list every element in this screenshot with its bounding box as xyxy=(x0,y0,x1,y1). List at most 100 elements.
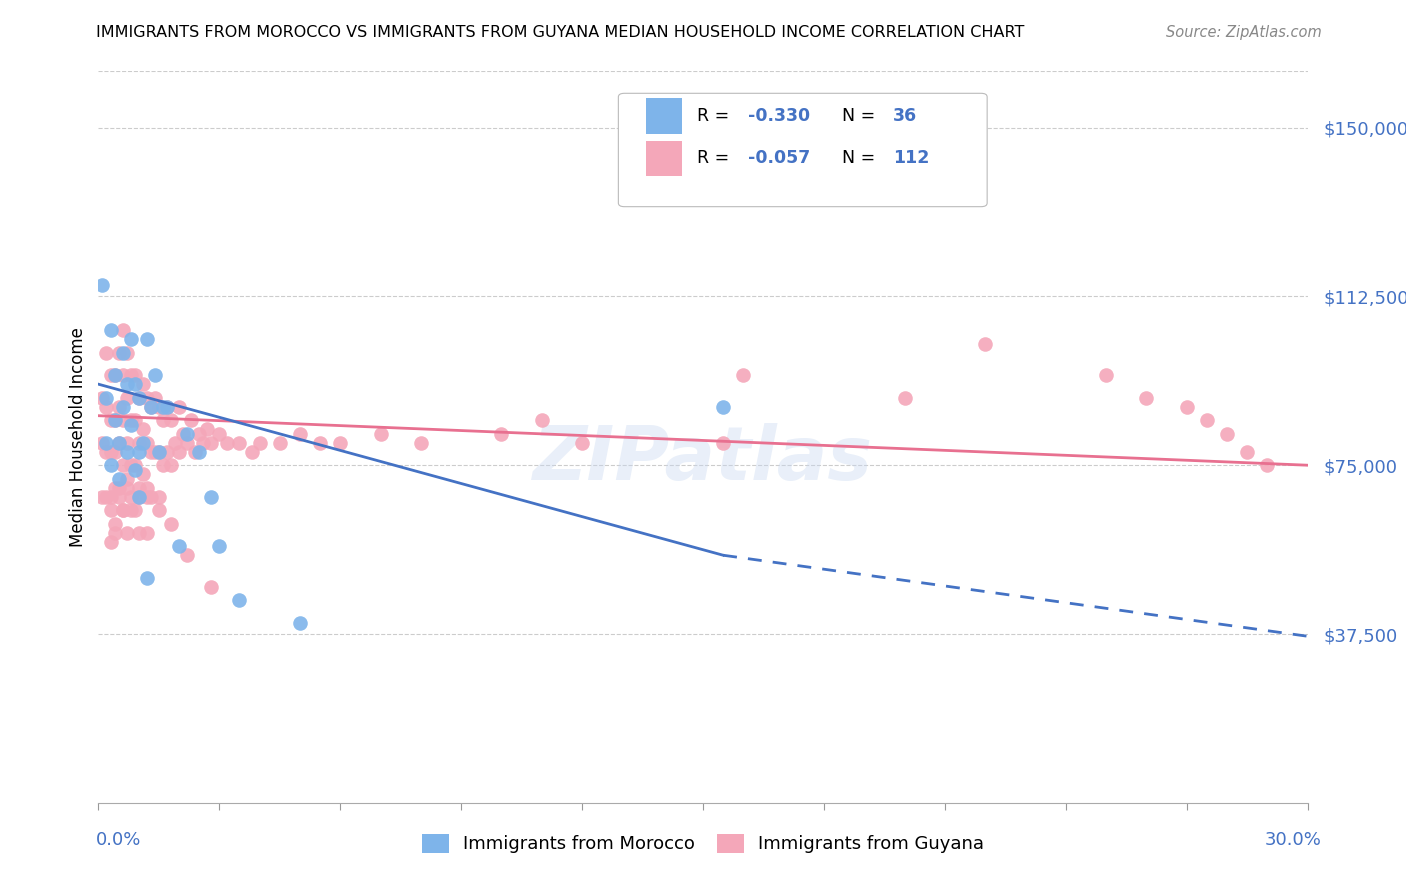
Point xyxy=(128,444,150,458)
Point xyxy=(152,458,174,473)
Point xyxy=(103,368,125,383)
Point xyxy=(148,444,170,458)
Point xyxy=(103,525,125,540)
Point xyxy=(100,503,122,517)
Point xyxy=(120,417,142,432)
Point xyxy=(974,336,997,351)
FancyBboxPatch shape xyxy=(647,98,682,134)
Point xyxy=(107,345,129,359)
Legend: Immigrants from Morocco, Immigrants from Guyana: Immigrants from Morocco, Immigrants from… xyxy=(415,827,991,861)
Point xyxy=(124,463,146,477)
Point xyxy=(100,444,122,458)
Point xyxy=(1256,458,1278,473)
Point xyxy=(111,503,134,517)
Point xyxy=(128,391,150,405)
Point xyxy=(163,435,186,450)
Point xyxy=(180,413,202,427)
Point xyxy=(128,391,150,405)
Point xyxy=(115,472,138,486)
Point xyxy=(167,539,190,553)
Point xyxy=(100,458,122,473)
Point xyxy=(111,323,134,337)
Point xyxy=(124,377,146,392)
Point xyxy=(195,422,218,436)
Point xyxy=(156,400,179,414)
Point xyxy=(111,413,134,427)
Point xyxy=(96,391,118,405)
Point xyxy=(111,368,134,383)
Point xyxy=(96,444,118,458)
Point xyxy=(148,503,170,517)
Point xyxy=(152,413,174,427)
Point xyxy=(103,413,125,427)
Point xyxy=(156,400,179,414)
Point xyxy=(188,444,211,458)
Point xyxy=(200,490,222,504)
Point xyxy=(120,413,142,427)
Point xyxy=(148,400,170,414)
Text: -0.330: -0.330 xyxy=(748,107,810,125)
Point xyxy=(148,490,170,504)
Point xyxy=(491,426,513,441)
Point xyxy=(733,368,755,383)
Text: IMMIGRANTS FROM MOROCCO VS IMMIGRANTS FROM GUYANA MEDIAN HOUSEHOLD INCOME CORREL: IMMIGRANTS FROM MOROCCO VS IMMIGRANTS FR… xyxy=(96,25,1024,40)
Point xyxy=(111,345,134,359)
Point xyxy=(711,435,734,450)
Point xyxy=(172,426,194,441)
Point xyxy=(128,481,150,495)
Point xyxy=(132,435,155,450)
Point xyxy=(128,490,150,504)
Point xyxy=(1135,391,1157,405)
Point xyxy=(139,490,162,504)
Point xyxy=(530,413,553,427)
Point xyxy=(96,490,118,504)
Point xyxy=(571,435,593,450)
Point xyxy=(91,490,114,504)
Point xyxy=(167,444,190,458)
Point xyxy=(103,413,125,427)
Point xyxy=(135,435,157,450)
Point xyxy=(124,458,146,473)
Point xyxy=(208,539,231,553)
Point xyxy=(152,400,174,414)
Point xyxy=(100,368,122,383)
Point xyxy=(120,458,142,473)
Point xyxy=(176,548,198,562)
Point xyxy=(115,391,138,405)
Point xyxy=(1216,426,1239,441)
Point xyxy=(96,345,118,359)
Point xyxy=(128,525,150,540)
Point xyxy=(103,481,125,495)
Point xyxy=(188,426,211,441)
Point xyxy=(124,368,146,383)
Point xyxy=(115,435,138,450)
Point xyxy=(249,435,271,450)
Point xyxy=(228,593,250,607)
Point xyxy=(184,444,207,458)
Point xyxy=(160,413,183,427)
Point xyxy=(107,435,129,450)
Point xyxy=(132,377,155,392)
Text: 0.0%: 0.0% xyxy=(96,831,141,849)
Point xyxy=(156,444,179,458)
Point xyxy=(1095,368,1118,383)
Point xyxy=(103,516,125,531)
FancyBboxPatch shape xyxy=(647,141,682,176)
Point xyxy=(107,481,129,495)
Point xyxy=(111,400,134,414)
Point xyxy=(100,534,122,549)
Point xyxy=(208,426,231,441)
Point xyxy=(329,435,352,450)
Point xyxy=(200,435,222,450)
Point xyxy=(148,444,170,458)
Point xyxy=(160,458,183,473)
Point xyxy=(228,435,250,450)
Point xyxy=(132,422,155,436)
Point xyxy=(120,332,142,346)
Point xyxy=(240,444,263,458)
Point xyxy=(120,490,142,504)
Point xyxy=(893,391,915,405)
Point xyxy=(139,400,162,414)
Point xyxy=(288,426,311,441)
Point xyxy=(107,472,129,486)
